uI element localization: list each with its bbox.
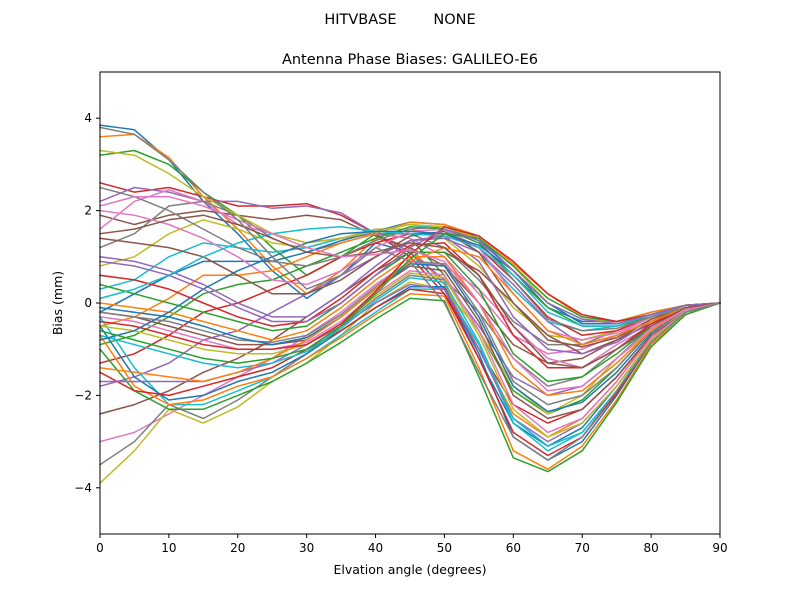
- series-line: [98, 297, 721, 473]
- series-layer: [98, 124, 721, 485]
- plot-area: [98, 71, 721, 535]
- y-axis: −4 −2 0 2 4: [74, 111, 100, 495]
- x-tick-label: 70: [575, 541, 590, 555]
- y-tick-label: 0: [84, 296, 92, 310]
- series-line: [99, 251, 721, 383]
- x-axis-label: Elvation angle (degrees): [333, 562, 486, 577]
- series-line: [98, 293, 721, 471]
- x-axis: 0 10 20 30 40 50 60 70 80 90: [96, 534, 728, 555]
- series-line: [99, 226, 721, 350]
- series-line: [99, 228, 721, 325]
- x-tick-label: 0: [96, 541, 104, 555]
- series-line: [99, 272, 721, 438]
- x-tick-label: 20: [230, 541, 245, 555]
- plot-background: [100, 72, 720, 534]
- series-line: [99, 256, 721, 397]
- series-line: [99, 269, 721, 434]
- series-line: [98, 288, 721, 457]
- series-line: [99, 235, 721, 355]
- series-line: [98, 286, 721, 461]
- y-tick-label: −4: [74, 481, 92, 495]
- series-line: [99, 262, 721, 413]
- y-axis-label: Bias (mm): [50, 271, 65, 335]
- x-tick-label: 50: [437, 541, 452, 555]
- x-tick-label: 40: [368, 541, 383, 555]
- series-line: [99, 186, 721, 332]
- y-tick-label: −2: [74, 388, 92, 402]
- series-line: [99, 214, 721, 369]
- chart-title: Antenna Phase Biases: GALILEO-E6: [282, 52, 538, 68]
- y-tick-label: 2: [84, 204, 92, 218]
- chart-suptitle: HITVBASE NONE: [324, 12, 475, 28]
- x-tick-label: 60: [506, 541, 521, 555]
- series-line: [99, 226, 721, 327]
- series-line: [99, 265, 721, 420]
- x-tick-label: 80: [643, 541, 658, 555]
- x-tick-label: 90: [712, 541, 727, 555]
- y-tick-label: 4: [84, 111, 92, 125]
- series-line: [99, 195, 721, 392]
- x-tick-label: 10: [161, 541, 176, 555]
- series-line: [99, 126, 721, 461]
- x-tick-label: 30: [299, 541, 314, 555]
